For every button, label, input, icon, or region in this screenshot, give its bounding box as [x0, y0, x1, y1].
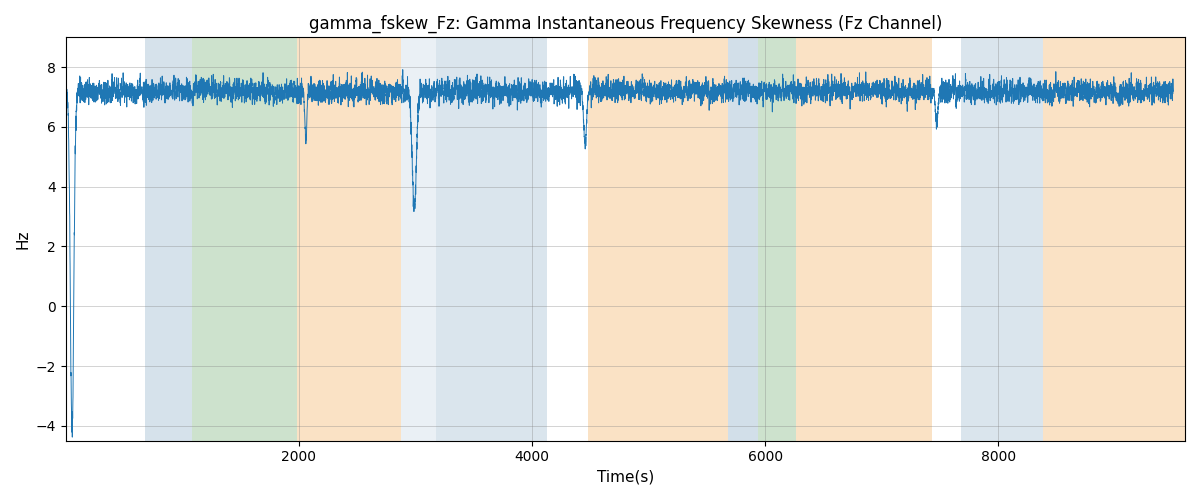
- Bar: [437, 38, 547, 440]
- Bar: [192, 38, 296, 440]
- Bar: [296, 38, 402, 440]
- Bar: [1043, 38, 1186, 440]
- Title: gamma_fskew_Fz: Gamma Instantaneous Frequency Skewness (Fz Channel): gamma_fskew_Fz: Gamma Instantaneous Freq…: [308, 15, 942, 34]
- Bar: [961, 38, 1043, 440]
- Bar: [758, 38, 796, 440]
- X-axis label: Time(s): Time(s): [596, 470, 654, 485]
- Bar: [402, 38, 437, 440]
- Y-axis label: Hz: Hz: [16, 230, 30, 249]
- Bar: [796, 38, 932, 440]
- Bar: [145, 38, 192, 440]
- Bar: [728, 38, 758, 440]
- Bar: [588, 38, 728, 440]
